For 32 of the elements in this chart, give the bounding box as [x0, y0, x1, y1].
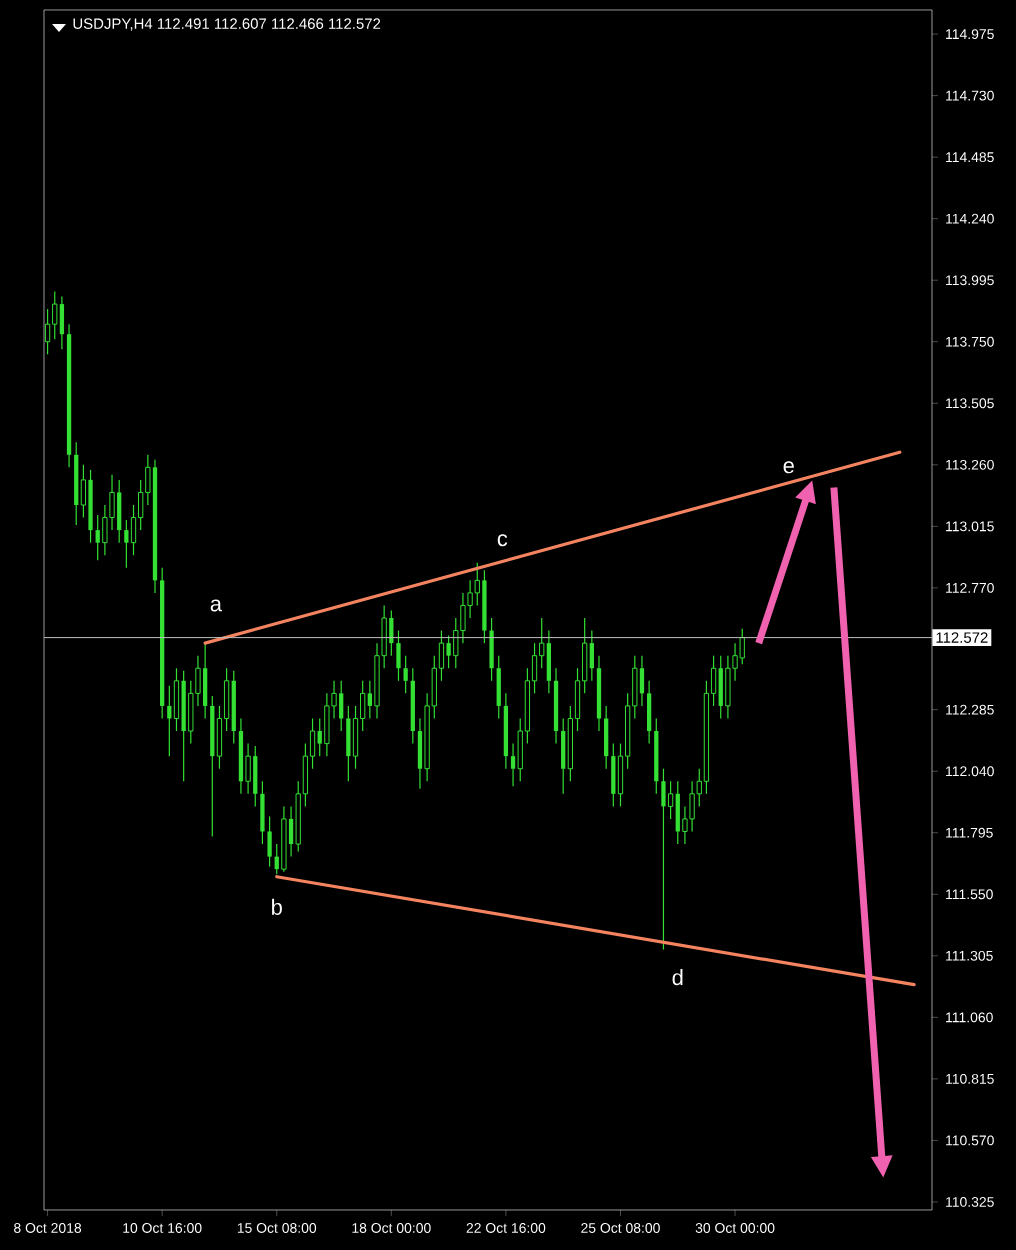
candlestick [260, 780, 265, 845]
annotation: e [783, 461, 794, 474]
candlestick [59, 295, 65, 350]
candlestick [124, 519, 129, 569]
candlestick [253, 745, 258, 807]
candlestick [589, 629, 594, 682]
candlestick [546, 629, 552, 694]
candlestick [496, 655, 501, 720]
candlestick [639, 655, 645, 707]
candlestick [403, 655, 408, 694]
candlestick [675, 780, 680, 845]
candlestick [646, 680, 652, 745]
candlestick [604, 705, 609, 770]
candlestick [718, 655, 723, 720]
candlestick [44, 308, 51, 355]
candlestick [561, 717, 566, 795]
candlestick [396, 629, 401, 682]
annotation: a [210, 599, 222, 612]
candlestick [446, 635, 451, 669]
candlestick [95, 514, 100, 561]
candlestick [346, 705, 351, 782]
candlestick [117, 479, 122, 544]
candlestick [661, 768, 666, 951]
annotation: c [497, 534, 508, 547]
candlestick [611, 742, 616, 807]
candlestick [339, 680, 344, 732]
annotation: d [672, 969, 683, 986]
candlestick [202, 642, 208, 720]
candlestick [173, 667, 180, 732]
candlestick [267, 815, 272, 868]
candlestick [489, 617, 494, 682]
annotation: b [272, 898, 282, 915]
